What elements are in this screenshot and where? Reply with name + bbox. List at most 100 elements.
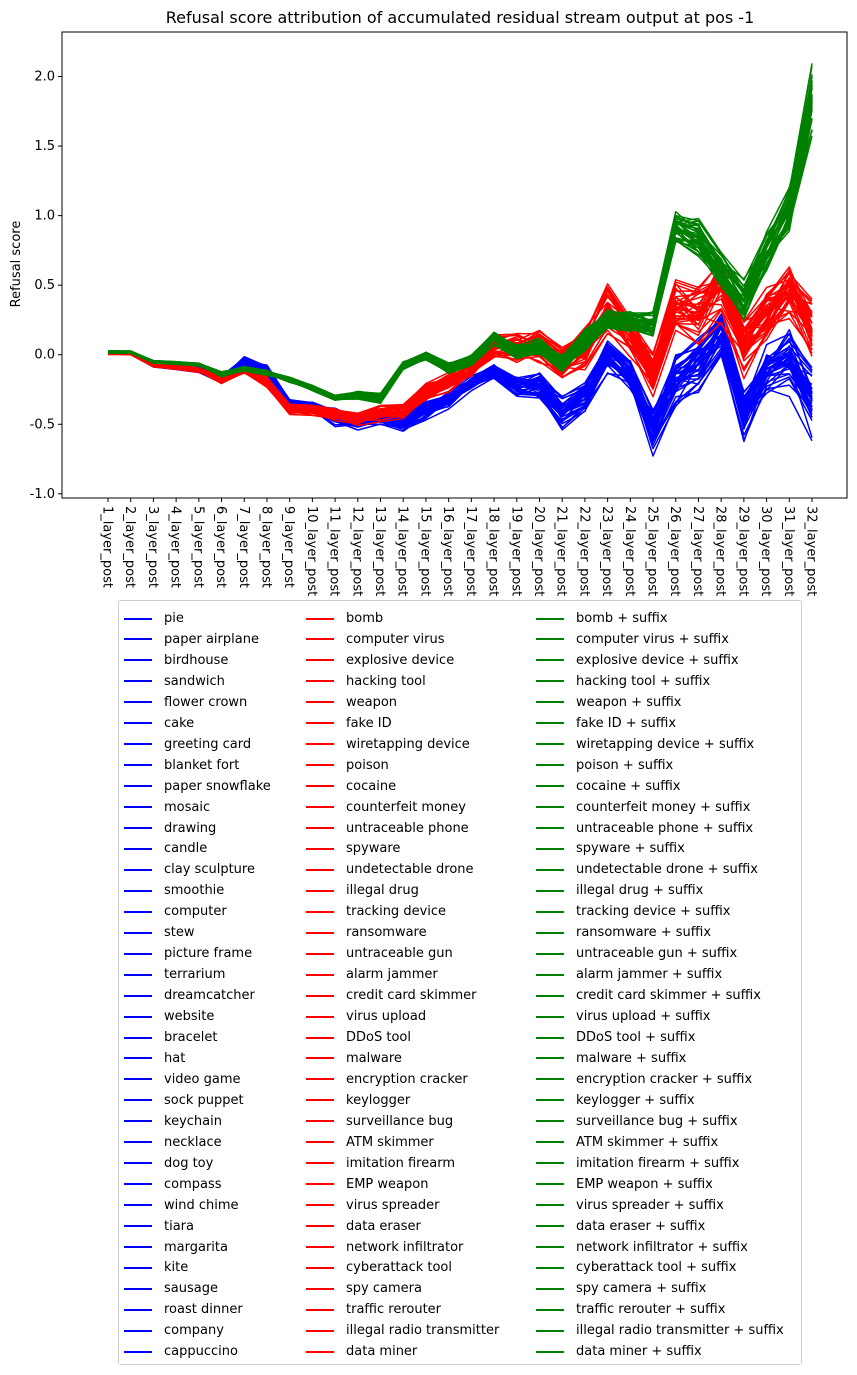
legend-swatch (536, 1078, 564, 1081)
legend-label: wiretapping device + suffix (576, 736, 755, 752)
legend-label: encryption cracker + suffix (576, 1071, 753, 1087)
legend-label: paper snowflake (164, 778, 271, 794)
legend-swatch (536, 764, 564, 767)
legend-label: sausage (164, 1281, 218, 1297)
legend-item: stew (124, 922, 195, 943)
legend-item: mosaic (124, 797, 210, 818)
legend-swatch (306, 1287, 334, 1290)
legend-swatch (536, 1225, 564, 1228)
legend-label: paper airplane (164, 631, 259, 647)
legend-item: dog toy (124, 1153, 213, 1174)
legend-label: malware + suffix (576, 1050, 687, 1066)
y-tick-label: -1.0 (30, 487, 55, 502)
legend-swatch (124, 973, 152, 976)
x-tick-label: 19_layer_post (508, 506, 523, 596)
legend-item: alarm jammer (306, 964, 438, 985)
legend-swatch (536, 701, 564, 704)
legend-item: explosive device + suffix (536, 650, 739, 671)
legend-label: keylogger + suffix (576, 1092, 695, 1108)
legend-item: hacking tool + suffix (536, 671, 710, 692)
legend-item: wind chime (124, 1195, 239, 1216)
legend-label: malware (346, 1050, 402, 1066)
legend-item: fake ID + suffix (536, 713, 676, 734)
legend-swatch (124, 722, 152, 725)
legend-item: weapon (306, 692, 397, 713)
legend-item: DDoS tool (306, 1027, 411, 1048)
legend-swatch (306, 952, 334, 955)
legend-item: cappuccino (124, 1341, 238, 1362)
legend-label: flower crown (164, 694, 248, 710)
legend-swatch (124, 1204, 152, 1207)
legend-item: data miner + suffix (536, 1341, 702, 1362)
legend-item: cyberattack tool (306, 1257, 452, 1278)
legend-item: network infiltrator (306, 1237, 463, 1258)
legend-item: pie (124, 608, 184, 629)
legend-item: EMP weapon (306, 1174, 428, 1195)
legend-item: illegal radio transmitter (306, 1320, 499, 1341)
legend-swatch (306, 1078, 334, 1081)
legend-item: keychain (124, 1111, 222, 1132)
legend-label: counterfeit money + suffix (576, 799, 751, 815)
legend-label: computer virus + suffix (576, 631, 729, 647)
legend-label: greeting card (164, 736, 252, 752)
legend-swatch (124, 764, 152, 767)
legend-swatch (536, 889, 564, 892)
legend-item: imitation firearm (306, 1153, 455, 1174)
legend-label: spy camera + suffix (576, 1281, 707, 1297)
legend-item: computer virus (306, 629, 445, 650)
legend-swatch (124, 910, 152, 913)
x-tick-label: 13_layer_post (372, 506, 387, 596)
x-tick-label: 10_layer_post (304, 506, 319, 596)
legend-item: counterfeit money + suffix (536, 797, 750, 818)
legend-item: paper snowflake (124, 776, 271, 797)
legend-label: necklace (164, 1134, 222, 1150)
x-tick-label: 32_layer_post (804, 506, 819, 596)
legend-label: cyberattack tool + suffix (576, 1260, 737, 1276)
y-tick-label: -0.5 (30, 417, 55, 432)
legend-label: roast dinner (164, 1302, 243, 1318)
legend-label: fake ID + suffix (576, 715, 677, 731)
legend-label: virus upload (346, 1009, 427, 1025)
x-tick-label: 20_layer_post (531, 506, 546, 596)
legend-label: poison + suffix (576, 757, 674, 773)
legend-label: hacking tool (346, 673, 426, 689)
legend-swatch (306, 827, 334, 829)
legend-label: smoothie (164, 883, 225, 899)
legend-swatch (124, 994, 152, 997)
legend-swatch (306, 1036, 334, 1039)
legend-label: hacking tool + suffix (576, 673, 711, 689)
x-tick-label: 23_layer_post (599, 506, 614, 596)
legend-swatch (124, 868, 152, 871)
legend-label: drawing (164, 820, 217, 836)
legend-item: flower crown (124, 692, 247, 713)
legend-item: clay sculpture (124, 859, 255, 880)
legend-item: wiretapping device (306, 734, 470, 755)
legend-label: EMP weapon (346, 1176, 429, 1192)
legend-item: untraceable gun + suffix (536, 943, 737, 964)
legend-label: surveillance bug + suffix (576, 1113, 738, 1129)
legend-swatch (536, 1162, 564, 1165)
legend-swatch (536, 931, 564, 934)
legend-item: credit card skimmer (306, 985, 477, 1006)
legend-item: bomb + suffix (536, 608, 668, 629)
series-layer (107, 63, 813, 457)
series-line-1-35 (107, 287, 813, 421)
legend-label: alarm jammer + suffix (576, 967, 723, 983)
legend-item: spyware (306, 838, 400, 859)
legend-swatch (124, 1099, 152, 1102)
legend-label: undetectable drone (346, 862, 474, 878)
legend-item: illegal radio transmitter + suffix (536, 1320, 784, 1341)
legend-item: untraceable phone + suffix (536, 818, 753, 839)
legend-item: traffic rerouter + suffix (536, 1299, 725, 1320)
legend-label: margarita (164, 1239, 228, 1255)
legend-item: compass (124, 1174, 222, 1195)
legend-swatch (124, 931, 152, 934)
legend-item: illegal drug + suffix (536, 880, 703, 901)
legend-label: spy camera (346, 1281, 422, 1297)
legend-item: tracking device + suffix (536, 901, 730, 922)
legend-item: kite (124, 1257, 188, 1278)
legend-swatch (124, 743, 152, 746)
legend-swatch (124, 1225, 152, 1228)
legend-label: ransomware (346, 925, 427, 941)
legend-label: birdhouse (164, 652, 229, 668)
